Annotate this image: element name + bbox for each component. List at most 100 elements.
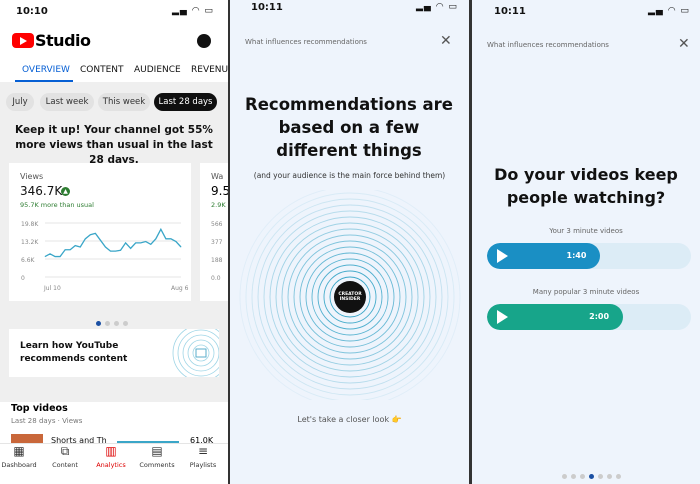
page-dot[interactable] bbox=[123, 321, 128, 326]
video-title[interactable]: Shorts and Th bbox=[51, 436, 107, 445]
ring bbox=[275, 222, 425, 372]
data-point bbox=[49, 253, 51, 255]
status-icons: ▂▄ ◠ ▭ bbox=[416, 2, 458, 12]
page-dot[interactable] bbox=[562, 474, 567, 479]
screen-header: What influences recommendations bbox=[487, 41, 609, 49]
data-point bbox=[100, 239, 101, 241]
nav-analytics[interactable]: ▥ Analytics bbox=[88, 444, 134, 469]
page-dot[interactable] bbox=[114, 321, 119, 326]
analytics-icon: ▥ bbox=[105, 444, 117, 458]
watch-time-card[interactable]: Wa 9.5 2.9K 566 377 188 0.0 bbox=[200, 163, 228, 301]
data-point bbox=[64, 249, 66, 251]
y-tick: 19.8K bbox=[21, 221, 39, 228]
page-dot[interactable] bbox=[96, 321, 101, 326]
data-point bbox=[165, 238, 167, 240]
views-delta: 95.7K more than usual bbox=[20, 201, 94, 209]
status-time: 10:11 bbox=[494, 6, 526, 17]
screen-title: Recommendations are based on a few diffe… bbox=[245, 95, 453, 160]
page-dot[interactable] bbox=[571, 474, 576, 479]
nav-dashboard[interactable]: ▦ Dashboard bbox=[0, 444, 42, 469]
y-tick: 377 bbox=[211, 239, 223, 246]
page-dot[interactable] bbox=[598, 474, 603, 479]
ring bbox=[305, 252, 395, 342]
ring bbox=[293, 240, 407, 354]
youtube-logo-icon bbox=[12, 33, 34, 48]
page-dot[interactable] bbox=[616, 474, 621, 479]
playlists-icon: ≡ bbox=[197, 444, 209, 458]
up-arrow-icon: ▲ bbox=[61, 187, 70, 196]
status-icons: ▂▄ ◠ ▭ bbox=[172, 6, 214, 16]
bar-label: Many popular 3 minute videos bbox=[532, 288, 640, 296]
ring bbox=[317, 264, 383, 330]
ring bbox=[311, 258, 389, 336]
nav-comments[interactable]: ▤ Comments bbox=[134, 444, 180, 469]
data-point bbox=[145, 241, 147, 242]
nav-label: Analytics bbox=[96, 461, 126, 469]
page-dots[interactable] bbox=[560, 464, 623, 483]
watch-value: 9.5 bbox=[211, 184, 228, 198]
data-point bbox=[125, 242, 126, 244]
data-point bbox=[69, 249, 71, 251]
chip-last-28-days[interactable]: Last 28 days bbox=[154, 93, 217, 111]
data-point bbox=[180, 246, 182, 248]
views-label: Views bbox=[20, 172, 44, 181]
learn-recommendations-card[interactable]: Learn how YouTube recommends content bbox=[9, 329, 219, 377]
tab-revenue[interactable]: REVENUE bbox=[191, 65, 228, 75]
y-tick: 0.0 bbox=[211, 275, 221, 282]
nav-label: Dashboard bbox=[1, 461, 37, 469]
creator-insider-logo: CREATOR INSIDER bbox=[334, 281, 366, 313]
data-point bbox=[170, 238, 172, 240]
close-icon[interactable]: ✕ bbox=[678, 36, 690, 52]
chip-last-week[interactable]: Last week bbox=[40, 93, 94, 111]
data-point bbox=[155, 238, 157, 240]
avatar[interactable] bbox=[197, 34, 211, 48]
data-point bbox=[54, 256, 56, 257]
screen-title: Do your videos keep people watching? bbox=[494, 165, 678, 207]
data-point bbox=[105, 246, 106, 248]
learn-card-text: Learn how YouTube recommends content bbox=[20, 341, 128, 364]
ripple-play-icon bbox=[172, 329, 219, 377]
nav-playlists[interactable]: ≡ Playlists bbox=[180, 444, 226, 469]
ring bbox=[257, 204, 443, 390]
popular-videos-fill: 2:00 bbox=[487, 304, 624, 330]
nav-label: Comments bbox=[139, 461, 175, 469]
bar-label: Your 3 minute videos bbox=[549, 227, 623, 235]
play-icon[interactable] bbox=[497, 249, 508, 263]
page-dot[interactable] bbox=[105, 321, 110, 326]
page-dot[interactable] bbox=[580, 474, 585, 479]
popular-videos-bar: 2:00 bbox=[487, 304, 691, 330]
video-views: 61.0K bbox=[190, 436, 214, 445]
data-point bbox=[140, 242, 142, 244]
page-dots[interactable] bbox=[320, 474, 383, 484]
video-thumbnail[interactable] bbox=[11, 434, 43, 444]
data-point bbox=[160, 228, 162, 230]
chip-july[interactable]: July bbox=[6, 93, 34, 111]
tab-overview[interactable]: OVERVIEW bbox=[22, 65, 70, 75]
data-point bbox=[90, 234, 91, 236]
tab-content[interactable]: CONTENT bbox=[80, 65, 124, 75]
data-point bbox=[175, 241, 177, 242]
views-line-chart bbox=[44, 222, 182, 278]
closer-look-text[interactable]: Let's take a closer look 👉 bbox=[297, 415, 402, 424]
y-tick: 566 bbox=[211, 221, 223, 228]
content-icon: ⧉ bbox=[60, 444, 70, 458]
y-tick: 188 bbox=[211, 257, 223, 264]
carousel-dots[interactable] bbox=[94, 311, 130, 330]
tab-audience[interactable]: AUDIENCE bbox=[134, 65, 181, 75]
data-point bbox=[150, 243, 152, 245]
screen-subtitle: (and your audience is the main force beh… bbox=[253, 171, 446, 180]
x-tick: Jul 10 bbox=[44, 285, 61, 292]
data-point bbox=[130, 248, 131, 249]
status-time: 10:11 bbox=[251, 2, 283, 13]
views-card[interactable]: Views 346.7K ▲ 95.7K more than usual 19.… bbox=[9, 163, 191, 301]
page-dot[interactable] bbox=[589, 474, 594, 479]
close-icon[interactable]: ✕ bbox=[440, 33, 452, 49]
nav-content[interactable]: ⧉ Content bbox=[42, 444, 88, 469]
page-dot[interactable] bbox=[607, 474, 612, 479]
y-tick: 0 bbox=[21, 275, 25, 282]
your-videos-fill: 1:40 bbox=[487, 243, 601, 269]
play-icon[interactable] bbox=[497, 310, 508, 324]
data-point bbox=[115, 250, 116, 252]
data-point bbox=[95, 233, 96, 234]
chip-this-week[interactable]: This week bbox=[98, 93, 150, 111]
